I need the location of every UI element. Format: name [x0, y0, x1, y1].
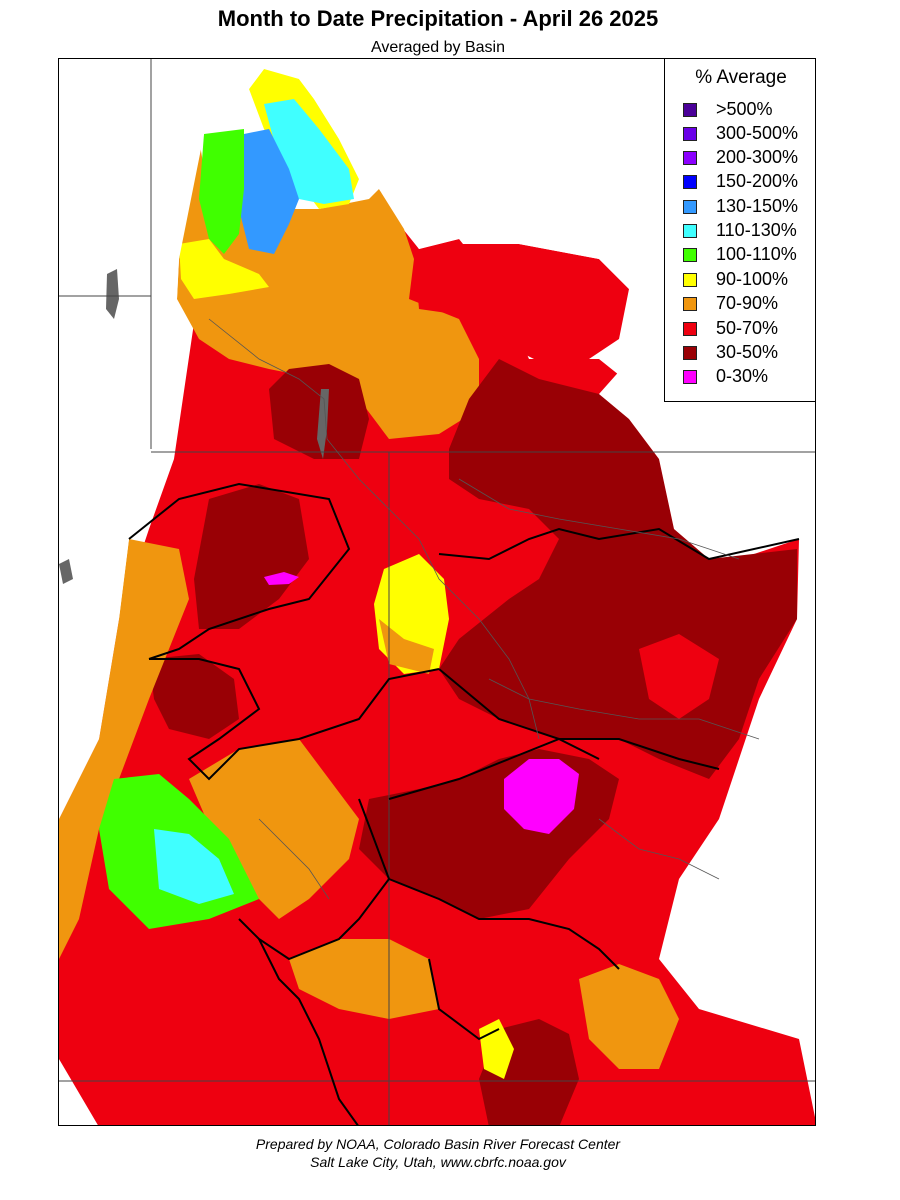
lake-west-small	[59, 559, 73, 584]
legend-label: 130-150%	[716, 196, 799, 216]
legend-label: 100-110%	[716, 244, 797, 264]
legend-swatch	[683, 370, 697, 384]
credit-line-1: Prepared by NOAA, Colorado Basin River F…	[255, 1136, 621, 1152]
basin-map-svg	[59, 59, 815, 1125]
region-outside-west	[59, 59, 179, 819]
legend-label: 200-300%	[716, 147, 799, 167]
region-0-30-southeast	[504, 759, 579, 834]
legend-label: 50-70%	[716, 318, 779, 338]
lake-west	[106, 269, 119, 319]
region-70-90-south-mid	[289, 939, 439, 1019]
region-100-110-headwaters	[199, 129, 244, 254]
legend-title: % Average	[695, 67, 787, 88]
region-70-90-south-central	[189, 739, 359, 919]
region-0-30-small	[264, 572, 299, 585]
legend-item: 90-100%	[683, 269, 813, 291]
legend-label: >500%	[716, 99, 773, 119]
legend-swatch	[683, 297, 697, 311]
legend-swatch	[683, 151, 697, 165]
legend-item: 100-110%	[683, 244, 813, 266]
region-130-150-headwaters	[239, 129, 299, 254]
region-30-50-west-central	[194, 484, 309, 629]
region-50-70-east-inner	[639, 634, 719, 719]
legend-swatch	[683, 103, 697, 117]
region-110-130-headwaters	[264, 99, 354, 204]
region-110-130-southwest	[154, 829, 234, 904]
map-subtitle: Averaged by Basin	[370, 39, 505, 56]
region-outside-north	[151, 59, 264, 259]
legend-item: 0-30%	[683, 366, 813, 388]
legend-swatch	[683, 322, 697, 336]
map-title: Month to Date Precipitation - April 26 2…	[217, 6, 659, 31]
legend-label: 90-100%	[716, 269, 789, 289]
legend-swatch	[683, 346, 697, 360]
legend-item: 70-90%	[683, 293, 813, 315]
map-legend: % Average >500% 300-500% 200-300% 150-20…	[664, 58, 816, 402]
lake-reservoir-north	[317, 389, 329, 459]
legend-label: 30-50%	[716, 342, 779, 362]
legend-swatch	[683, 175, 697, 189]
region-90-100-west-headwaters	[179, 239, 269, 299]
legend-swatch	[683, 127, 697, 141]
region-70-90-west	[59, 539, 189, 959]
legend-item: 130-150%	[683, 196, 813, 218]
legend-item: 300-500%	[683, 123, 813, 145]
region-30-50-southwest-central	[149, 654, 239, 739]
legend-label: 110-130%	[716, 220, 797, 240]
legend-item: >500%	[683, 99, 813, 121]
legend-item: 30-50%	[683, 342, 813, 364]
basin-boundaries	[128, 482, 800, 1125]
region-70-90-central-edge	[379, 619, 434, 674]
legend-item: 50-70%	[683, 318, 813, 340]
region-50-70-northeast	[414, 244, 629, 369]
legend-item: 110-130%	[683, 220, 813, 242]
legend-item: 150-200%	[683, 171, 813, 193]
legend-label: 0-30%	[716, 366, 769, 386]
legend-swatch	[683, 224, 697, 238]
region-70-90-southeast	[579, 964, 679, 1069]
legend-label: 300-500%	[716, 123, 799, 143]
state-boundaries	[59, 59, 815, 1125]
legend-label: 150-200%	[716, 171, 799, 191]
legend-label: 70-90%	[716, 293, 779, 313]
region-30-50-central-north	[269, 364, 369, 459]
legend-item: 200-300%	[683, 147, 813, 169]
legend-swatch	[683, 273, 697, 287]
legend-swatch	[683, 200, 697, 214]
rivers	[208, 318, 760, 900]
credit-line-2: Salt Lake City, Utah, www.cbrfc.noaa.gov	[310, 1154, 566, 1170]
legend-swatch	[683, 248, 697, 262]
